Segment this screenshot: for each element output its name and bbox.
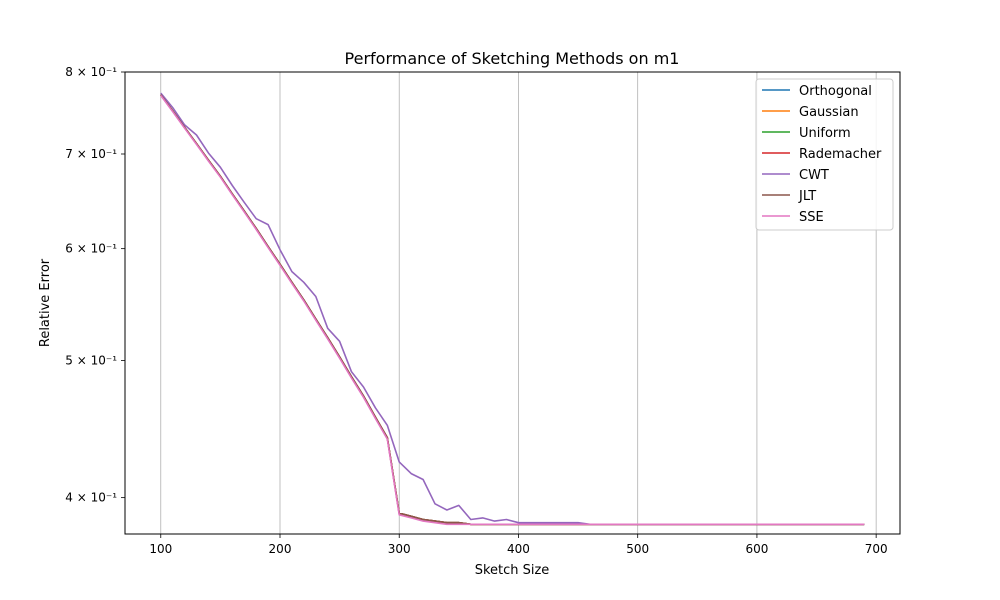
legend-label: Rademacher: [799, 147, 882, 162]
y-tick-label: 8 × 10⁻¹: [65, 65, 117, 79]
legend-box: [755, 78, 894, 231]
legend-label: Orthogonal: [799, 84, 872, 99]
y-tick-label: 4 × 10⁻¹: [65, 491, 117, 505]
x-axis-ticks: 100 200 300 400 500 600 700: [149, 534, 888, 556]
x-tick-label: 600: [745, 542, 768, 556]
x-tick-label: 500: [626, 542, 649, 556]
legend-label: CWT: [799, 168, 829, 183]
legend-label: Uniform: [799, 126, 851, 141]
y-axis-ticks: 8 × 10⁻¹ 7 × 10⁻¹ 6 × 10⁻¹ 5 × 10⁻¹ 4 × 10⁻¹: [65, 65, 125, 505]
y-tick-label: 7 × 10⁻¹: [65, 147, 117, 161]
legend-label: SSE: [799, 210, 824, 225]
x-tick-label: 200: [269, 542, 292, 556]
x-axis-label: Sketch Size: [475, 563, 550, 578]
x-tick-label: 300: [388, 542, 411, 556]
plot-frame: [124, 71, 901, 535]
x-tick-label: 700: [865, 542, 888, 556]
x-tick-label: 100: [149, 542, 172, 556]
series-line-sse: [160, 95, 865, 526]
legend-label: Gaussian: [799, 105, 859, 120]
grid-lines: [160, 72, 877, 534]
y-axis-label: Relative Error: [38, 258, 53, 347]
y-tick-label: 6 × 10⁻¹: [65, 242, 117, 256]
legend-label: JLT: [798, 189, 816, 204]
series-lines: [160, 92, 865, 526]
legend: Orthogonal Gaussian Uniform Rademacher CWT JL…: [755, 78, 894, 231]
chart-title: Performance of Sketching Methods on m1: [345, 49, 680, 68]
y-tick-label: 5 × 10⁻¹: [65, 354, 117, 368]
x-tick-label: 400: [507, 542, 530, 556]
